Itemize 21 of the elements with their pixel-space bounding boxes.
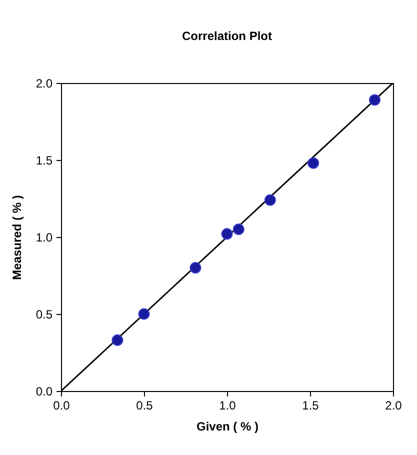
point (232, 224, 244, 236)
point (308, 157, 320, 169)
x-tick-label: 1.5 (302, 398, 320, 412)
point (112, 334, 124, 346)
x-tick-label: 1.0 (219, 398, 236, 412)
chart-title: Correlation Plot (182, 29, 272, 43)
y-tick-label: 0.5 (36, 308, 53, 322)
point (368, 94, 380, 106)
y-tick-label: 1.5 (36, 154, 53, 168)
x-tick-label: 0.5 (136, 398, 154, 412)
y-tick-label: 1.0 (36, 230, 53, 244)
point (221, 228, 233, 240)
y-tick-label: 2.0 (36, 76, 53, 90)
point (190, 262, 202, 274)
point (138, 308, 150, 320)
x-tick-label: 0.0 (53, 398, 70, 412)
y-tick-label: 0.0 (36, 384, 53, 398)
x-axis-title: Given ( % ) (196, 420, 259, 434)
x-tick-label: 2.0 (385, 398, 402, 412)
point (264, 194, 276, 206)
y-axis-title: Measured ( % ) (10, 195, 24, 280)
